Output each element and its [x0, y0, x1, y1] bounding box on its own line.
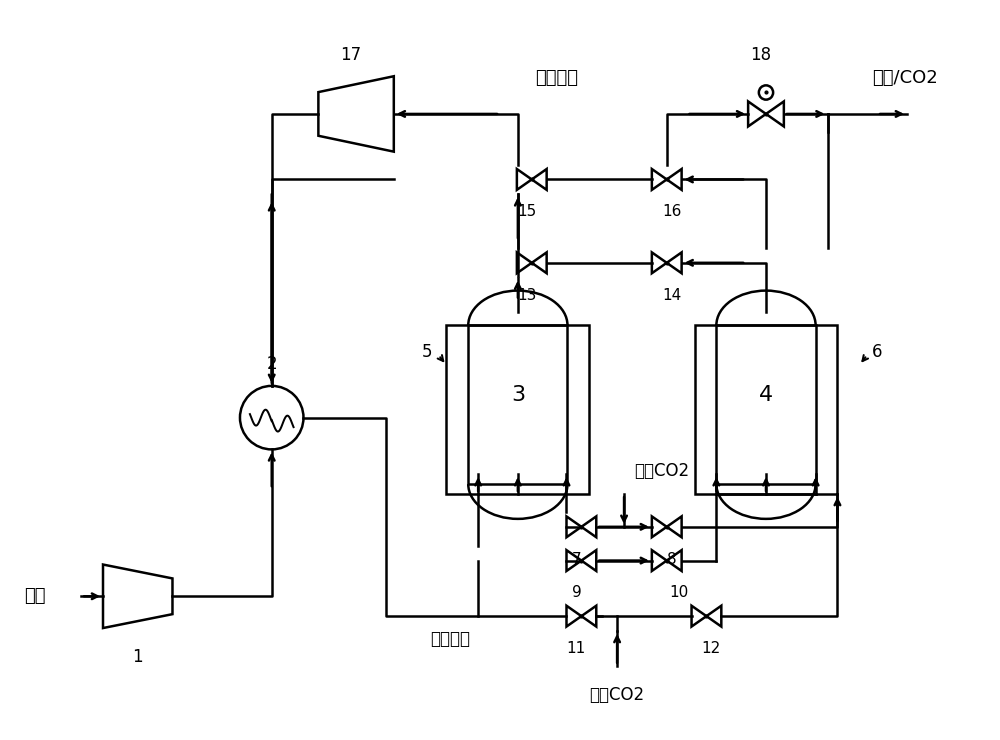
Bar — [446, 326, 589, 494]
Text: 9: 9 — [572, 585, 581, 600]
Text: 6: 6 — [872, 343, 883, 361]
Text: 4: 4 — [759, 385, 773, 405]
Text: 1: 1 — [132, 648, 143, 666]
Text: 8: 8 — [667, 551, 677, 567]
Text: 常压CO2: 常压CO2 — [634, 462, 689, 480]
Text: 13: 13 — [517, 288, 536, 303]
Text: 11: 11 — [567, 641, 586, 656]
Text: 18: 18 — [750, 47, 772, 64]
Bar — [716, 326, 816, 484]
Text: 高压CO2: 高压CO2 — [590, 686, 645, 704]
Text: 7: 7 — [572, 551, 581, 567]
Text: 12: 12 — [702, 641, 721, 656]
Text: 3: 3 — [511, 385, 525, 405]
Text: 高压空气: 高压空气 — [430, 630, 470, 648]
Text: 14: 14 — [662, 288, 681, 303]
Text: 17: 17 — [341, 47, 362, 64]
Text: 5: 5 — [422, 343, 433, 361]
Bar — [468, 326, 567, 484]
Text: 空气: 空气 — [24, 588, 45, 605]
Text: 15: 15 — [517, 204, 536, 219]
Text: 2: 2 — [266, 355, 277, 373]
Bar — [695, 326, 837, 494]
Text: 10: 10 — [669, 585, 688, 600]
Text: 欠氧空气: 欠氧空气 — [535, 69, 578, 87]
Text: 氧气/CO2: 氧气/CO2 — [872, 69, 938, 87]
Text: 16: 16 — [662, 204, 681, 219]
